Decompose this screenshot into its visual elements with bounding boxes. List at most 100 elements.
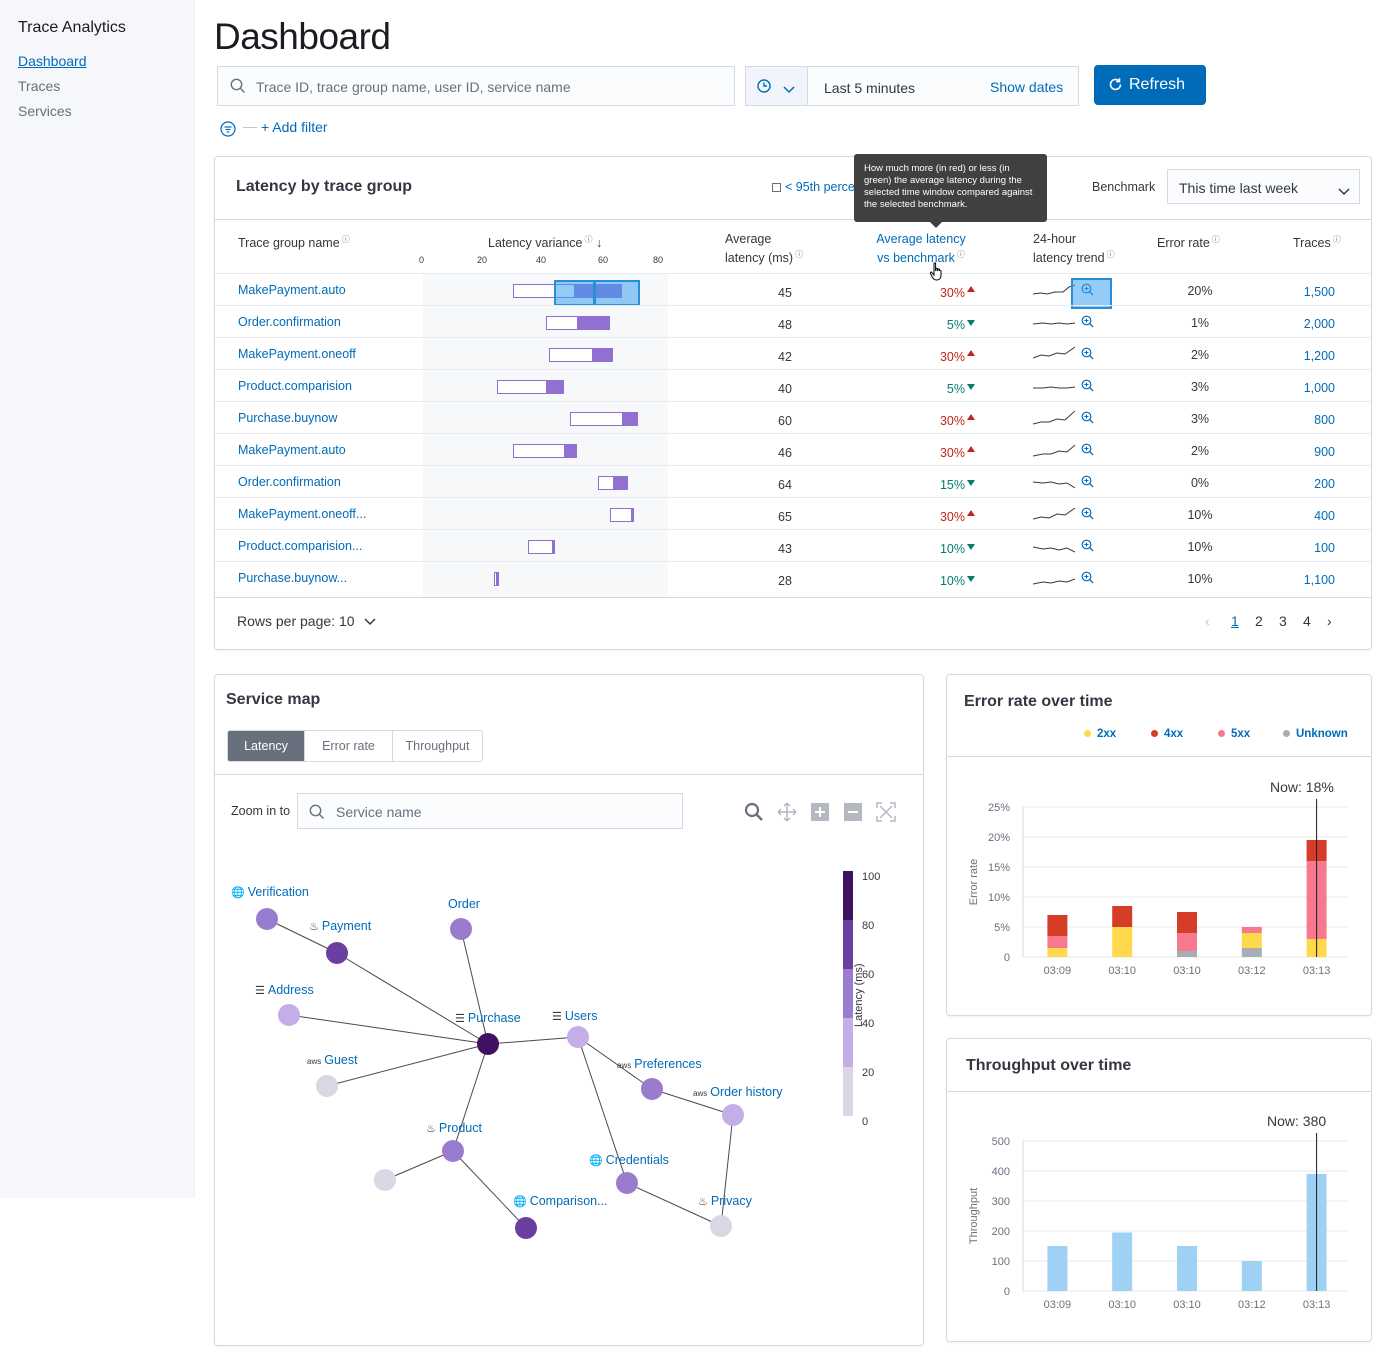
page-2[interactable]: 2 <box>1255 613 1263 629</box>
service-label-text[interactable]: Order <box>448 897 480 911</box>
service-label-text[interactable]: Comparison... <box>529 1194 608 1208</box>
traces-link[interactable]: 1,500 <box>1303 285 1335 299</box>
zoom-trend-icon[interactable] <box>1081 379 1094 397</box>
service-node[interactable] <box>450 918 472 940</box>
zoom-trend-icon[interactable] <box>1081 411 1094 429</box>
plus-icon[interactable] <box>810 802 830 827</box>
column-header-average-latency[interactable]: Average latency (ms) ⓘ <box>725 232 804 266</box>
service-node[interactable] <box>316 1075 338 1097</box>
search-input[interactable]: Trace ID, trace group name, user ID, ser… <box>217 66 735 106</box>
quick-select-button[interactable] <box>746 67 808 105</box>
zoom-trend-icon[interactable] <box>1081 443 1094 461</box>
column-header-latency-trend[interactable]: 24-hour latency trend ⓘ <box>1033 232 1115 266</box>
traces-link[interactable]: 1,100 <box>1303 573 1335 587</box>
traces-link[interactable]: 2,000 <box>1303 317 1335 331</box>
minus-icon[interactable] <box>843 802 863 827</box>
traces-link[interactable]: 400 <box>1314 509 1335 523</box>
trace-group-link[interactable]: Order.confirmation <box>238 475 341 489</box>
service-node[interactable] <box>326 942 348 964</box>
page-1[interactable]: 1 <box>1231 613 1239 629</box>
service-label-text[interactable]: Privacy <box>710 1194 752 1208</box>
zoom-trend-icon[interactable] <box>1081 475 1094 493</box>
service-node[interactable] <box>442 1140 464 1162</box>
date-range-text[interactable]: Last 5 minutes <box>824 80 916 96</box>
refresh-icon <box>1108 77 1123 97</box>
service-node[interactable] <box>374 1169 396 1191</box>
trace-group-link[interactable]: Product.comparision <box>238 379 352 393</box>
percentile-checkbox[interactable] <box>772 183 781 192</box>
service-node[interactable] <box>477 1033 499 1055</box>
service-node[interactable] <box>515 1217 537 1239</box>
traces-link[interactable]: 100 <box>1314 541 1335 555</box>
sidebar-item-services[interactable]: Services <box>18 103 72 119</box>
service-node[interactable] <box>616 1172 638 1194</box>
traces-link[interactable]: 800 <box>1314 413 1335 427</box>
trace-group-link[interactable]: Product.comparision... <box>238 539 363 553</box>
zoom-trend-icon[interactable] <box>1081 539 1094 557</box>
traces-link[interactable]: 1,200 <box>1303 349 1335 363</box>
zoom-trend-icon[interactable] <box>1081 315 1094 333</box>
next-page-icon[interactable]: › <box>1327 613 1332 629</box>
zoom-trend-icon[interactable] <box>1081 571 1094 589</box>
trace-group-link[interactable]: Purchase.buynow <box>238 411 338 425</box>
service-label-text[interactable]: Guest <box>324 1053 358 1067</box>
service-node[interactable] <box>710 1215 732 1237</box>
trace-group-link[interactable]: MakePayment.auto <box>238 283 346 297</box>
service-node[interactable] <box>278 1004 300 1026</box>
rows-per-page-select[interactable]: Rows per page: 10 <box>237 613 376 629</box>
column-header-traces[interactable]: Traces ⓘ <box>1293 235 1341 251</box>
average-latency: 60 <box>778 414 792 428</box>
fit-screen-icon[interactable] <box>876 802 896 827</box>
sidebar-item-dashboard[interactable]: Dashboard <box>18 53 87 69</box>
service-node[interactable] <box>641 1078 663 1100</box>
traces-link[interactable]: 900 <box>1314 445 1335 459</box>
filter-icon[interactable] <box>220 121 236 140</box>
service-node[interactable] <box>567 1026 589 1048</box>
trace-group-link[interactable]: MakePayment.auto <box>238 443 346 457</box>
refresh-button[interactable]: Refresh <box>1094 65 1206 105</box>
traces-link[interactable]: 200 <box>1314 477 1335 491</box>
service-label-text[interactable]: Address <box>267 983 314 997</box>
trace-group-link[interactable]: Order.confirmation <box>238 315 341 329</box>
show-dates-link[interactable]: Show dates <box>990 79 1064 95</box>
percentile-filter[interactable]: < 95th perce <box>772 180 855 194</box>
zoom-trend-icon[interactable] <box>1081 347 1094 365</box>
service-node[interactable] <box>722 1104 744 1126</box>
column-header-vs-benchmark[interactable]: Average latency vs benchmark ⓘ <box>876 232 966 266</box>
column-header-latency-variance[interactable]: Latency variance ⓘ ↓ <box>488 235 603 251</box>
service-label-text[interactable]: Verification <box>247 885 309 899</box>
tab-error-rate[interactable]: Error rate <box>305 731 393 761</box>
legend-unknown[interactable]: Unknown <box>1283 728 1348 740</box>
service-label-text[interactable]: Purchase <box>467 1011 521 1025</box>
legend-4xx[interactable]: 4xx <box>1151 728 1183 740</box>
trace-group-link[interactable]: MakePayment.oneoff <box>238 347 356 361</box>
service-label-text[interactable]: Credentials <box>605 1153 669 1167</box>
add-filter-button[interactable]: + Add filter <box>261 119 328 135</box>
tab-latency[interactable]: Latency <box>228 731 305 761</box>
prev-page-icon[interactable]: ‹ <box>1205 613 1210 629</box>
column-header-trace-group-name[interactable]: Trace group name ⓘ <box>238 235 350 251</box>
legend-5xx[interactable]: 5xx <box>1218 728 1250 740</box>
trace-group-link[interactable]: MakePayment.oneoff... <box>238 507 367 521</box>
page-3[interactable]: 3 <box>1279 613 1287 629</box>
zoom-in-icon[interactable] <box>744 802 764 827</box>
column-header-error-rate[interactable]: Error rate ⓘ <box>1157 235 1220 251</box>
traces-link[interactable]: 1,000 <box>1303 381 1335 395</box>
service-label-text[interactable]: Users <box>564 1009 598 1023</box>
legend-2xx[interactable]: 2xx <box>1084 728 1116 740</box>
tab-throughput[interactable]: Throughput <box>405 739 470 753</box>
service-label-text[interactable]: Payment <box>321 919 372 933</box>
service-node[interactable] <box>256 908 278 930</box>
service-map-graph[interactable] <box>215 675 923 1345</box>
trace-group-link[interactable]: Purchase.buynow... <box>238 571 348 585</box>
page-4[interactable]: 4 <box>1303 613 1311 629</box>
zoom-trend-icon[interactable] <box>1081 507 1094 525</box>
benchmark-select[interactable]: This time last week <box>1167 169 1360 204</box>
service-label-text[interactable]: Preferences <box>634 1057 702 1071</box>
pan-icon[interactable] <box>777 802 797 827</box>
sidebar-item-traces[interactable]: Traces <box>18 78 61 94</box>
service-name-input[interactable]: Service name <box>297 793 683 829</box>
service-label: aws Guest <box>307 1053 358 1067</box>
service-label-text[interactable]: Product <box>438 1121 482 1135</box>
service-label-text[interactable]: Order history <box>710 1085 783 1099</box>
